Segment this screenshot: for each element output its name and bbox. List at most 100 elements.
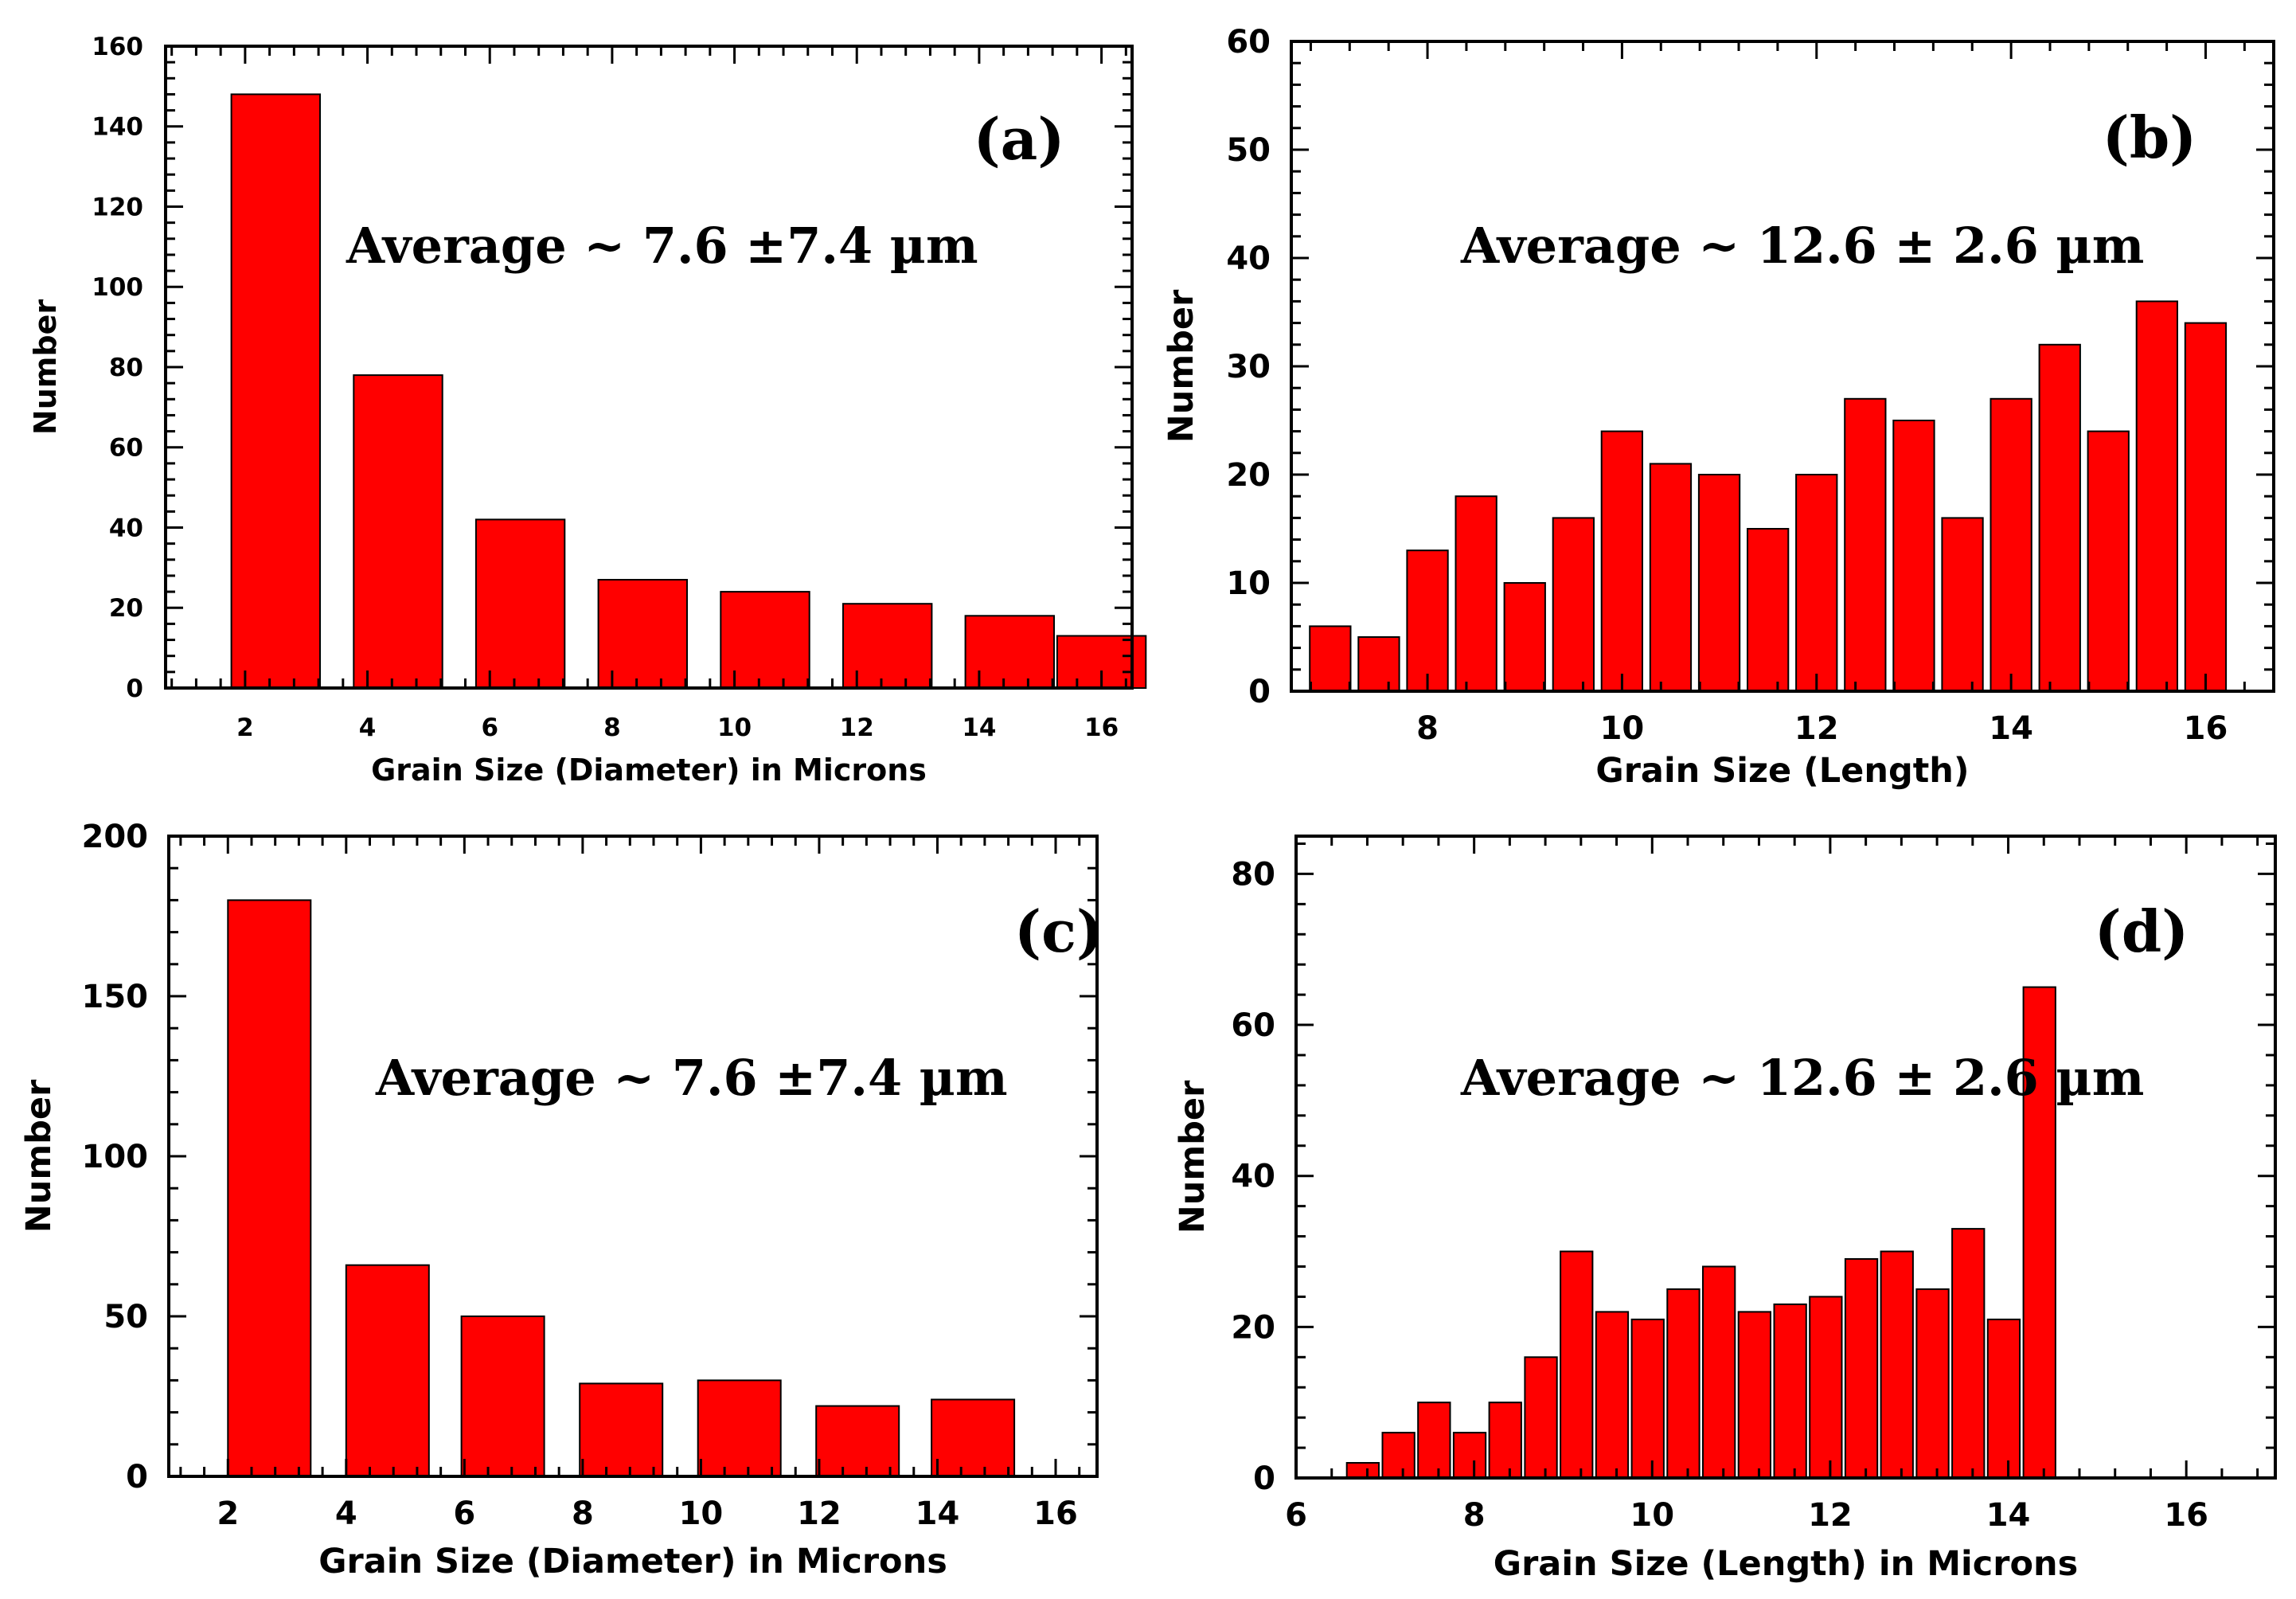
bar <box>1345 1462 1380 1479</box>
x-tick-label: 6 <box>453 1495 475 1532</box>
bar <box>2038 343 2081 692</box>
bar <box>1737 1311 1771 1480</box>
bar <box>1747 528 1790 692</box>
y-tick-label: 200 <box>82 819 149 855</box>
bar <box>227 899 312 1477</box>
x-tick-label: 6 <box>1285 1497 1307 1534</box>
bar <box>1452 1432 1487 1479</box>
bar <box>1697 474 1741 692</box>
bar <box>2135 300 2178 692</box>
y-tick-label: 140 <box>92 113 143 142</box>
bar <box>230 93 322 689</box>
y-axis-label: Number <box>1162 289 1201 443</box>
x-tick-label: 10 <box>717 713 752 742</box>
average-annotation: Average ~ 7.6 ±7.4 µm <box>346 217 978 275</box>
bar <box>1552 517 1595 693</box>
bar <box>1560 1250 1594 1479</box>
bar <box>1844 397 1887 692</box>
y-axis-label: Number <box>19 1079 59 1233</box>
y-axis-label: Number <box>1173 1080 1212 1233</box>
histogram-panel-b: 8 10 12 14 16 0 10 20 30 40 50 60 Grain Size (Length… <box>1162 24 2275 791</box>
bar <box>1844 1258 1879 1479</box>
x-tick-label: 10 <box>1630 1497 1674 1534</box>
y-tick-label: 30 <box>1226 349 1271 385</box>
bar <box>1809 1296 1843 1480</box>
plot-frame <box>1294 835 2277 1480</box>
bar <box>1595 1311 1630 1480</box>
x-tick-label: 16 <box>1033 1495 1078 1532</box>
histogram-panel-d: 6 8 10 12 14 16 0 20 40 60 80 Grain Size (Length) i… <box>1173 835 2277 1584</box>
y-tick-label: 10 <box>1226 565 1271 602</box>
y-tick-label: 100 <box>82 1139 149 1175</box>
bar <box>1986 1318 2021 1480</box>
bar <box>815 1405 900 1477</box>
y-tick-label: 60 <box>109 434 143 463</box>
bar <box>1600 430 1643 692</box>
bar <box>474 518 566 690</box>
x-tick-label: 2 <box>217 1495 239 1532</box>
bar <box>1795 474 1838 692</box>
average-annotation: Average ~ 7.6 ±7.4 µm <box>375 1049 1008 1107</box>
y-tick-label: 80 <box>109 354 143 382</box>
y-tick-label: 160 <box>92 33 143 61</box>
average-annotation: Average ~ 12.6 ± 2.6 µm <box>1460 217 2144 275</box>
bar <box>1357 636 1400 692</box>
y-tick-label: 80 <box>1231 856 1275 893</box>
bar <box>460 1316 545 1477</box>
bar <box>931 1398 1016 1477</box>
x-axis-label: Grain Size (Length) in Microns <box>1494 1544 2078 1584</box>
x-tick-label: 14 <box>1986 1497 2031 1534</box>
y-tick-label: 40 <box>1231 1159 1275 1195</box>
x-tick-label: 10 <box>1600 710 1645 747</box>
bar <box>1309 625 1352 693</box>
x-tick-label: 8 <box>1463 1497 1486 1534</box>
x-tick-label: 12 <box>1794 710 1839 747</box>
average-annotation: Average ~ 12.6 ± 2.6 µm <box>1460 1049 2144 1107</box>
panel-label: (b) <box>2103 104 2196 171</box>
x-tick-label: 4 <box>335 1495 357 1532</box>
y-tick-label: 50 <box>1226 132 1271 169</box>
bar <box>1880 1250 1914 1479</box>
x-tick-label: 12 <box>1808 1497 1853 1534</box>
x-tick-label: 14 <box>1989 710 2033 747</box>
x-tick-label: 14 <box>916 1495 960 1532</box>
bar <box>353 374 443 689</box>
bar <box>579 1382 664 1478</box>
bar <box>1503 582 1546 692</box>
y-tick-label: 0 <box>126 674 143 703</box>
y-tick-label: 20 <box>109 594 143 623</box>
panel-label: (d) <box>2095 897 2189 965</box>
bar <box>1406 549 1449 693</box>
x-axis-label: Grain Size (Length) <box>1595 751 1969 791</box>
y-tick-label: 0 <box>1253 1460 1275 1497</box>
bar <box>2022 986 2056 1479</box>
bar <box>1666 1288 1701 1480</box>
x-tick-label: 8 <box>1416 710 1439 747</box>
x-axis-label: Grain Size (Diameter) in Microns <box>318 1542 947 1581</box>
y-tick-label: 20 <box>1226 457 1271 494</box>
y-tick-label: 40 <box>1226 240 1271 277</box>
y-tick-label: 100 <box>92 273 143 302</box>
x-axis-label: Grain Size (Diameter) in Microns <box>371 753 927 788</box>
y-tick-label: 0 <box>1248 674 1271 710</box>
bar <box>1488 1402 1522 1479</box>
bar <box>2087 430 2130 692</box>
bar <box>1941 517 1984 693</box>
x-tick-label: 16 <box>2184 710 2228 747</box>
bar <box>1524 1356 1558 1480</box>
y-tick-label: 50 <box>103 1299 148 1335</box>
y-tick-label: 40 <box>109 514 143 542</box>
bar <box>1381 1432 1415 1479</box>
panel-label: (c) <box>1014 897 1103 965</box>
x-tick-label: 12 <box>840 713 874 742</box>
y-tick-label: 150 <box>82 979 149 1015</box>
x-tick-label: 8 <box>603 713 621 742</box>
bar <box>1630 1318 1665 1480</box>
y-axis-label: Number <box>28 299 63 435</box>
y-tick-label: 0 <box>126 1459 148 1495</box>
bar <box>345 1264 430 1477</box>
bar <box>1951 1228 1986 1479</box>
bar <box>1989 397 2032 692</box>
